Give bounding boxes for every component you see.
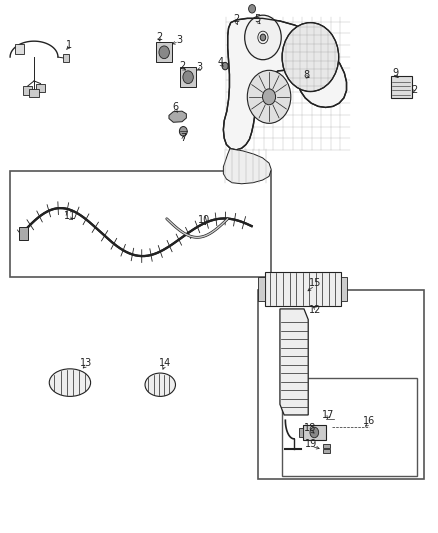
Text: 7: 7 — [180, 133, 187, 143]
Text: 2: 2 — [412, 85, 418, 95]
Polygon shape — [63, 54, 69, 62]
Circle shape — [249, 5, 255, 13]
Ellipse shape — [49, 369, 91, 397]
Text: 2: 2 — [233, 14, 239, 24]
Circle shape — [222, 62, 228, 70]
Circle shape — [282, 22, 339, 92]
Polygon shape — [180, 67, 196, 87]
Bar — [282, 378, 417, 476]
Polygon shape — [265, 272, 341, 306]
Ellipse shape — [145, 373, 176, 397]
Circle shape — [310, 427, 319, 438]
Circle shape — [159, 46, 170, 59]
Text: 3: 3 — [176, 35, 182, 45]
Circle shape — [183, 71, 193, 84]
Polygon shape — [303, 424, 325, 440]
Text: 2: 2 — [179, 61, 185, 71]
Text: 12: 12 — [308, 305, 321, 315]
Polygon shape — [223, 18, 346, 150]
Text: 10: 10 — [198, 215, 210, 225]
Circle shape — [262, 89, 276, 105]
Polygon shape — [156, 42, 173, 62]
Text: 5: 5 — [254, 14, 261, 24]
Polygon shape — [323, 443, 330, 448]
Circle shape — [260, 34, 266, 41]
Text: 19: 19 — [305, 439, 318, 449]
Polygon shape — [223, 149, 271, 184]
Polygon shape — [323, 449, 330, 453]
Text: 6: 6 — [173, 102, 179, 112]
Polygon shape — [341, 277, 347, 301]
Polygon shape — [15, 44, 24, 54]
Text: 1: 1 — [66, 40, 72, 50]
Text: 18: 18 — [304, 423, 317, 433]
Text: 15: 15 — [308, 278, 321, 288]
Circle shape — [247, 70, 291, 123]
Text: 9: 9 — [392, 68, 398, 78]
Polygon shape — [299, 427, 303, 437]
Text: 8: 8 — [303, 70, 309, 79]
Circle shape — [245, 15, 281, 60]
Text: 16: 16 — [363, 416, 375, 426]
Text: 14: 14 — [159, 358, 171, 368]
Polygon shape — [29, 89, 39, 98]
Bar — [10, 171, 271, 277]
Bar — [258, 290, 424, 479]
Text: 17: 17 — [321, 410, 334, 420]
Polygon shape — [19, 227, 28, 240]
Text: 3: 3 — [196, 62, 202, 72]
Text: 2: 2 — [156, 33, 162, 43]
Polygon shape — [258, 277, 265, 301]
Circle shape — [180, 126, 187, 136]
Text: 13: 13 — [80, 358, 92, 368]
Text: 4: 4 — [217, 57, 223, 67]
Polygon shape — [23, 86, 32, 95]
Polygon shape — [169, 111, 186, 122]
Polygon shape — [280, 309, 308, 415]
Polygon shape — [391, 76, 412, 98]
Polygon shape — [36, 84, 46, 92]
Text: 11: 11 — [64, 211, 76, 221]
